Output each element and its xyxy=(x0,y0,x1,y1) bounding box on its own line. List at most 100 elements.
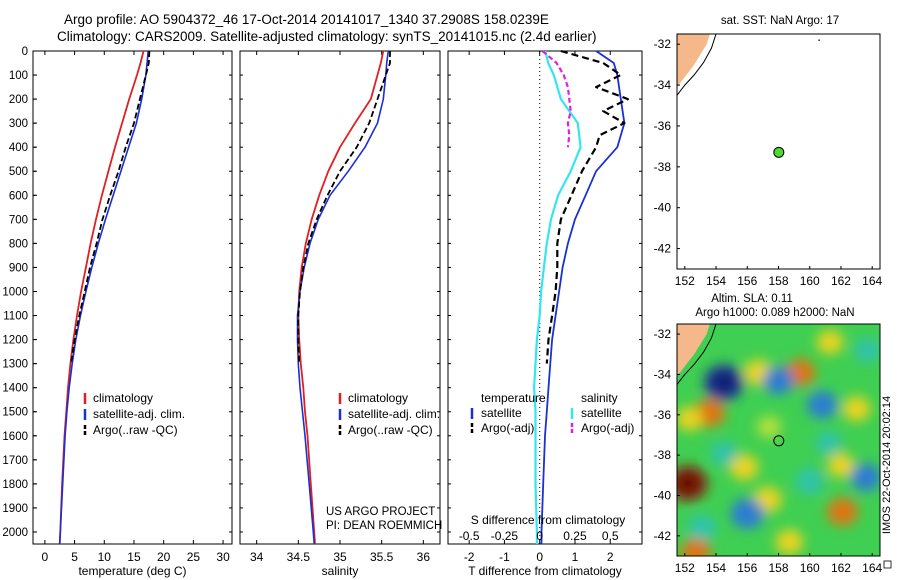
heatmap-cell xyxy=(710,440,738,466)
map-x-tick-label: 154 xyxy=(706,274,726,288)
map-y-tick-label: -34 xyxy=(654,367,672,381)
map-x-tick-label: 156 xyxy=(737,274,757,288)
map-y-tick-label: -36 xyxy=(654,119,672,133)
heatmap-cell xyxy=(756,415,782,439)
heatmap-cell xyxy=(806,390,838,419)
heatmap-cell xyxy=(795,468,825,495)
x-tick-label: 25 xyxy=(187,550,201,564)
legend-label: Argo(-adj) xyxy=(481,421,534,435)
series-line xyxy=(58,50,149,545)
depth-tick-label: 900 xyxy=(9,262,28,274)
x-tick-label: 34 xyxy=(250,550,264,564)
series-line xyxy=(297,51,391,364)
x-tick-label: 10 xyxy=(98,550,112,564)
x-tick-label: -2 xyxy=(464,550,475,564)
x-tick-label: 36 xyxy=(417,550,431,564)
map-speck xyxy=(818,39,820,41)
map-x-tick-label: 164 xyxy=(862,561,882,575)
map-y-tick-label: -38 xyxy=(654,448,672,462)
salinity-diff-tick-label: 0.5 xyxy=(602,529,619,543)
heatmap-cell xyxy=(827,453,855,478)
map-y-tick-label: -42 xyxy=(654,529,672,543)
map-x-tick-label: 160 xyxy=(800,274,820,288)
depth-tick-label: 100 xyxy=(9,70,28,82)
depth-tick-label: 300 xyxy=(9,118,28,130)
series-line xyxy=(58,50,145,545)
heatmap-field xyxy=(677,330,880,556)
series-line xyxy=(541,50,572,148)
series-line xyxy=(296,50,390,545)
series-line xyxy=(70,50,151,364)
map-sla-content xyxy=(677,324,880,556)
map-x-tick-label: 164 xyxy=(862,274,882,288)
depth-tick-label: 1500 xyxy=(2,407,28,419)
salinity-panel xyxy=(239,50,441,545)
legend-label: satellite xyxy=(581,406,622,420)
depth-contour xyxy=(677,34,717,96)
legend-label: Argo(-adj) xyxy=(581,421,634,435)
map-y-tick-label: -40 xyxy=(654,201,672,215)
timestamp-watermark: IMOS 22-Oct-2014 20:02:14 xyxy=(881,396,893,534)
legend-label: climatology xyxy=(348,391,408,405)
heatmap-cell xyxy=(730,498,765,529)
map-y-tick-label: -32 xyxy=(654,327,672,341)
credit-line2: PI: DEAN ROEMMICH xyxy=(326,520,442,532)
x-tick-label: 34.5 xyxy=(287,550,311,564)
x-tick-label: 20 xyxy=(157,550,171,564)
difference-xlabel-top: S difference from climatology xyxy=(471,513,626,527)
heatmap-core xyxy=(678,474,698,493)
map-y-tick-label: -36 xyxy=(654,408,672,422)
legend-label: climatology xyxy=(93,391,153,405)
depth-tick-label: 1100 xyxy=(3,311,28,323)
depth-tick-label: 1000 xyxy=(2,286,28,298)
depth-tick-label: 1800 xyxy=(2,479,28,491)
depth-contour xyxy=(677,324,717,385)
legend-label: Argo(..raw -QC) xyxy=(348,423,433,437)
map-x-tick-label: 158 xyxy=(768,561,788,575)
heatmap-cell xyxy=(729,454,759,481)
temperature-xlabel: temperature (deg C) xyxy=(78,564,186,578)
salinity-frame xyxy=(239,50,441,545)
heatmap-cell xyxy=(842,396,871,422)
depth-tick-label: 1900 xyxy=(2,503,28,515)
figure-title-line2: Climatology: CARS2009. Satellite-adjuste… xyxy=(57,29,597,44)
salinity-diff-tick-label: 0 xyxy=(536,529,543,543)
x-tick-label: 1 xyxy=(572,550,579,564)
map-y-tick-label: -34 xyxy=(654,78,672,92)
land-polygon xyxy=(677,324,710,377)
depth-tick-label: 800 xyxy=(9,238,28,250)
depth-tick-label: 1600 xyxy=(2,431,28,443)
difference-frame xyxy=(447,50,643,545)
depth-tick-label: 200 xyxy=(9,94,28,106)
temperature-panel xyxy=(32,50,233,545)
x-tick-label: 15 xyxy=(127,550,141,564)
heatmap-cell xyxy=(815,431,842,455)
salinity-xlabel: salinity xyxy=(322,564,359,578)
map-x-tick-label: 160 xyxy=(800,561,820,575)
heatmap-cell xyxy=(850,463,880,492)
heatmap-cell xyxy=(775,529,804,555)
series-line xyxy=(297,50,385,545)
x-tick-label: 0 xyxy=(42,550,49,564)
credit-line1: US ARGO PROJECT xyxy=(326,506,435,518)
salinity-diff-tick-label: -0.25 xyxy=(491,529,519,543)
map-sst xyxy=(676,33,881,270)
map-x-tick-label: 152 xyxy=(675,561,695,575)
depth-tick-label: 500 xyxy=(9,166,28,178)
x-tick-label: 2 xyxy=(607,550,614,564)
map-x-tick-label: 162 xyxy=(831,561,851,575)
legend-label: satellite-adj. clim. xyxy=(93,407,185,421)
map-x-tick-label: 162 xyxy=(831,274,851,288)
x-tick-label: 0 xyxy=(536,550,543,564)
heatmap-cell xyxy=(854,338,880,363)
imos-logo-icon xyxy=(883,560,892,569)
salinity-diff-tick-label: 0.25 xyxy=(563,529,587,543)
depth-tick-label: 2000 xyxy=(2,527,28,539)
legend-title-temperature: temperature xyxy=(481,391,546,405)
series-line xyxy=(545,49,630,364)
depth-tick-label: 0 xyxy=(22,46,28,58)
heatmap-cell xyxy=(677,406,703,431)
temperature-frame xyxy=(32,50,233,545)
difference-xlabel: T difference from climatology xyxy=(468,564,622,578)
